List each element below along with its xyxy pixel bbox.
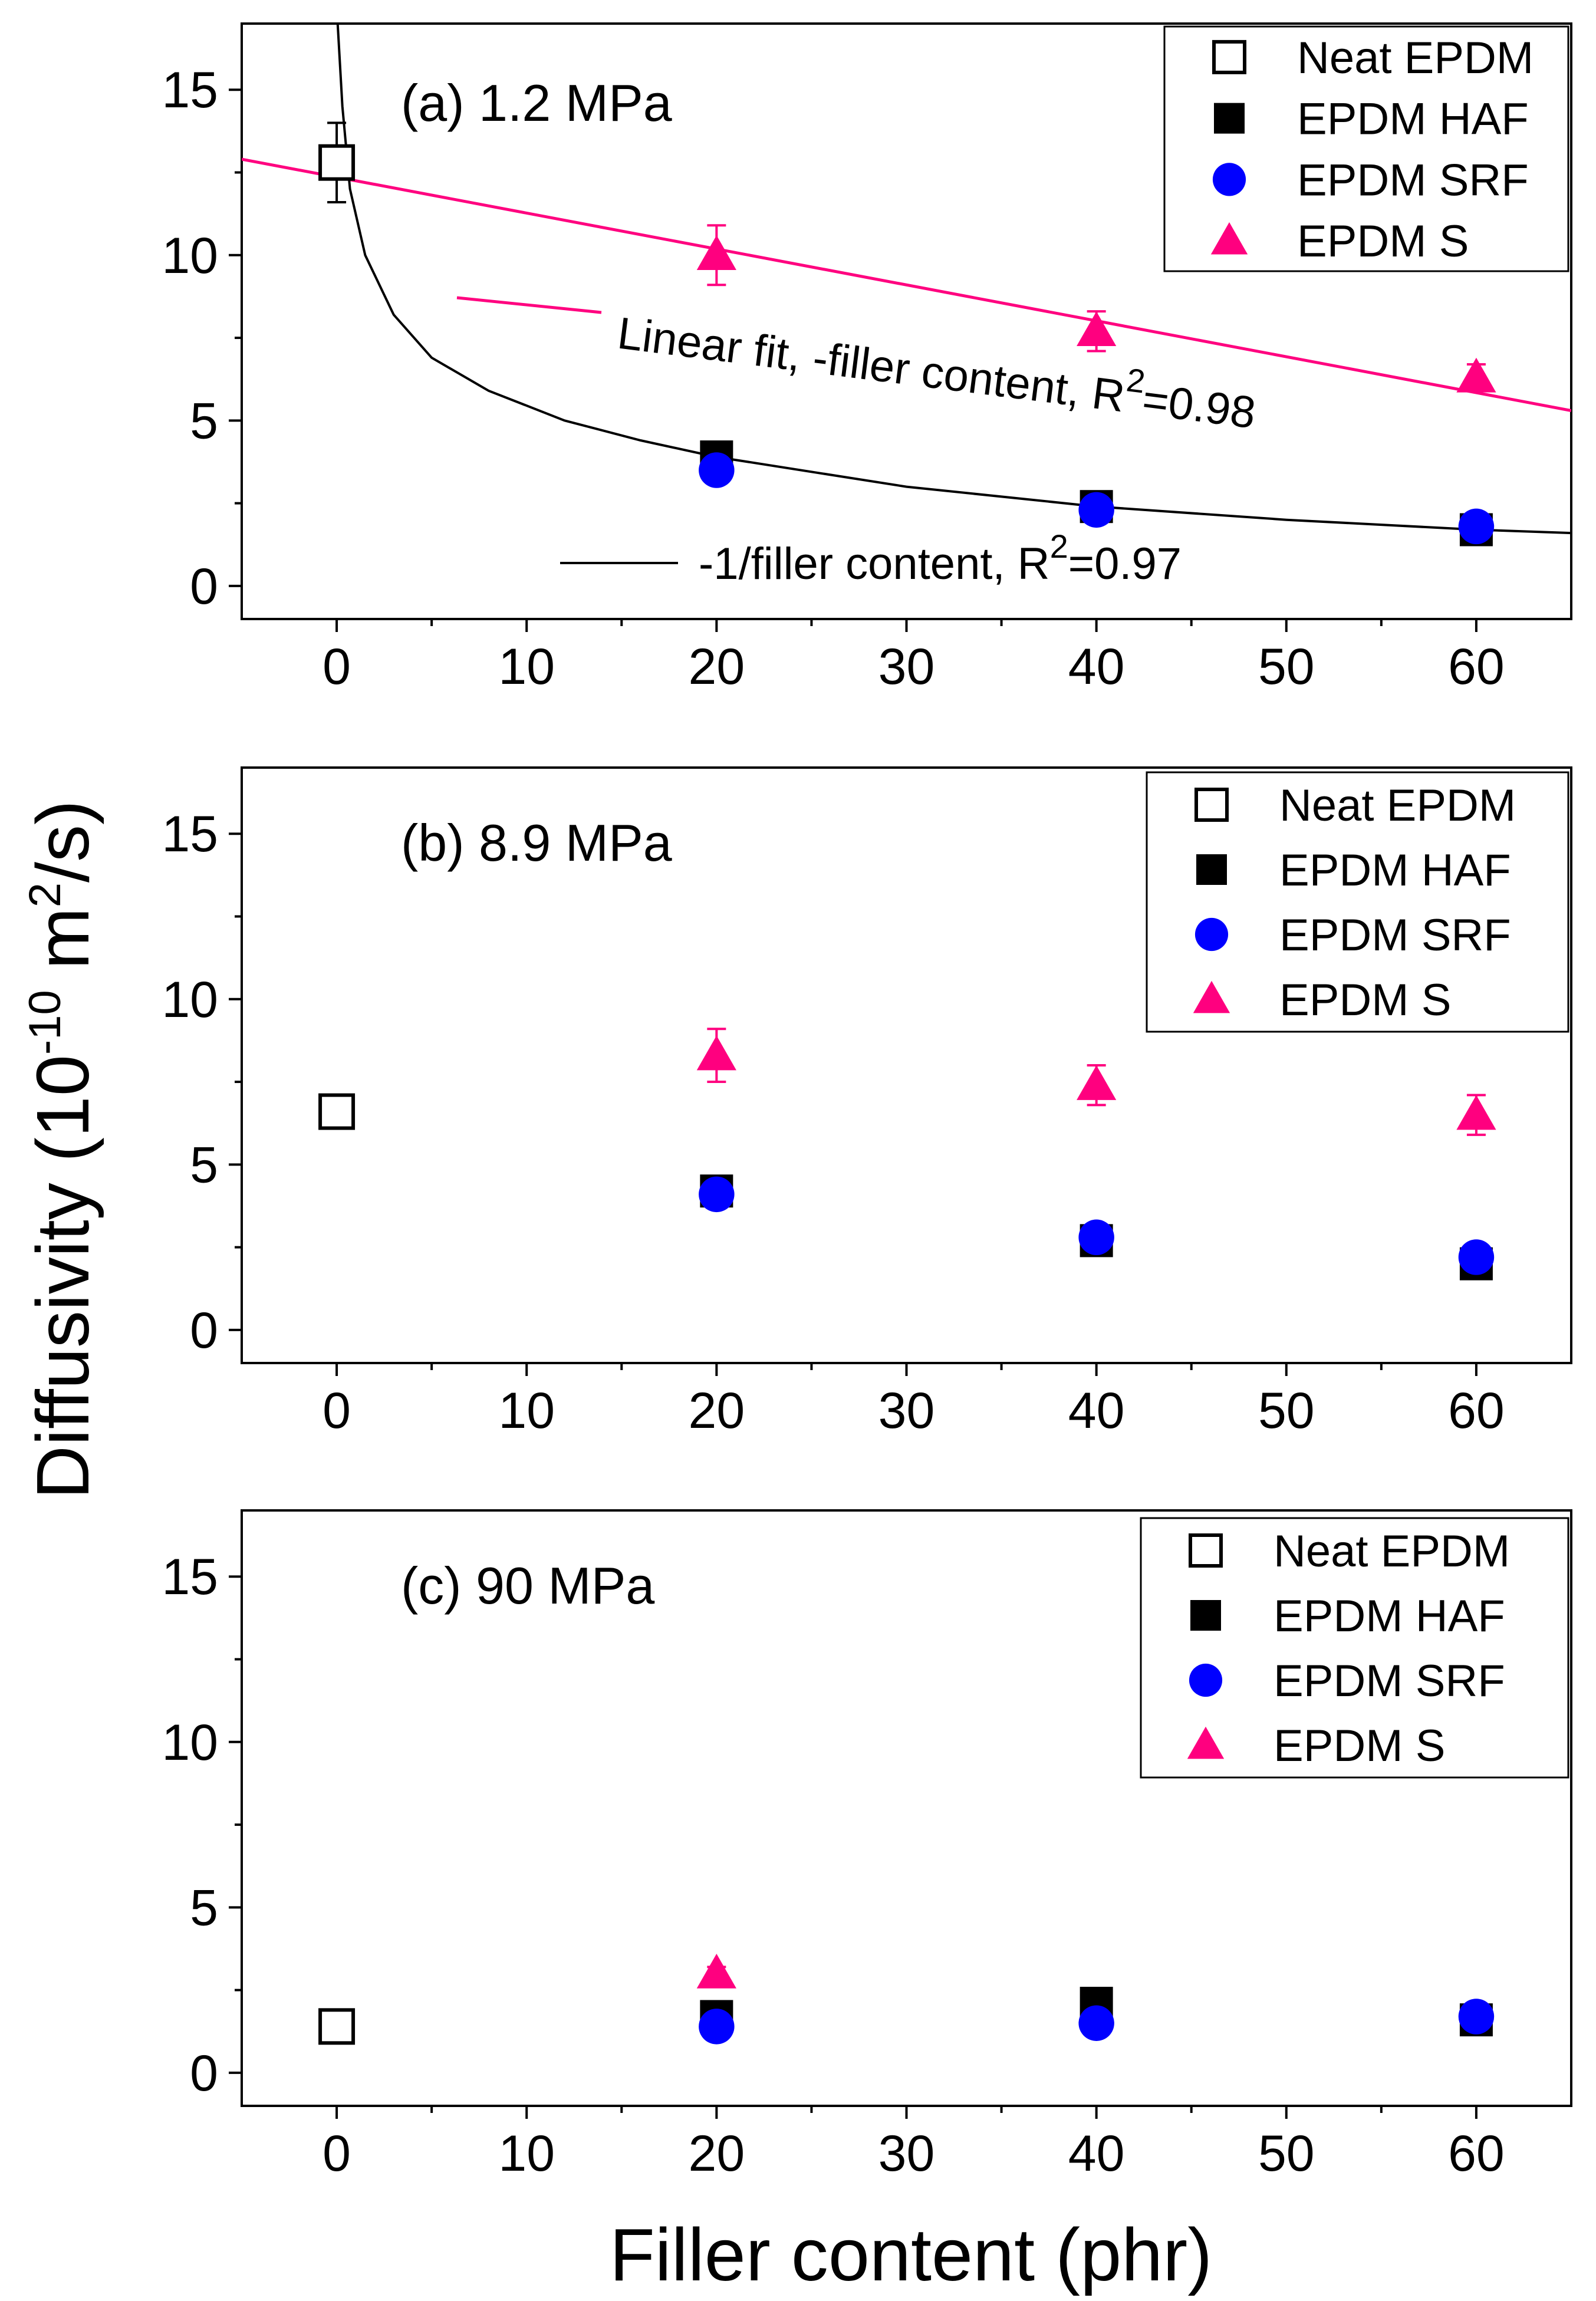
data-point-neat-epdm	[318, 1093, 356, 1130]
reciprocal-fit-label: -1/filler content, R2=0.97	[699, 528, 1182, 589]
y-tick-label: 10	[162, 972, 218, 1028]
x-tick-label: 30	[878, 2125, 935, 2182]
legend-marker	[1196, 854, 1227, 885]
legend-marker	[1194, 788, 1229, 822]
data-point-epdm-srf	[1078, 2005, 1114, 2041]
x-tick-label: 30	[878, 1382, 935, 1439]
x-tick-label: 50	[1258, 2125, 1315, 2182]
legend-label: EPDM HAF	[1279, 845, 1511, 896]
x-tick-label: 50	[1258, 1382, 1315, 1439]
x-tick-label: 60	[1448, 638, 1505, 695]
reciprocal-fit-curve	[336, 24, 1571, 535]
y-tick-label: 5	[190, 1137, 218, 1193]
panel-title: (a) 1.2 MPa	[401, 74, 672, 132]
x-tick-label: 20	[689, 638, 745, 695]
data-point-epdm-srf	[699, 2009, 735, 2045]
data-point-epdm-s	[696, 1953, 736, 1989]
y-tick-label: 0	[190, 558, 218, 615]
data-point-epdm-srf	[699, 1176, 735, 1213]
x-tick-label: 0	[323, 638, 351, 695]
legend-label: EPDM S	[1279, 975, 1451, 1025]
panel-title: (c) 90 MPa	[401, 1556, 654, 1615]
data-point-epdm-s	[696, 235, 736, 270]
x-axis-title: Filler content (phr)	[610, 2213, 1212, 2296]
legend-marker	[1212, 39, 1246, 74]
data-point-epdm-srf	[1458, 1239, 1495, 1275]
y-tick-label: 0	[190, 1302, 218, 1359]
x-tick-label: 40	[1068, 2125, 1125, 2182]
y-tick-label: 0	[190, 2045, 218, 2102]
data-point-epdm-srf	[1458, 508, 1495, 545]
data-point-epdm-srf	[1458, 1999, 1495, 2035]
x-tick-label: 20	[689, 1382, 745, 1439]
legend-label: EPDM SRF	[1297, 155, 1529, 205]
x-tick-label: 40	[1068, 638, 1125, 695]
legend-label: EPDM HAF	[1297, 94, 1529, 144]
data-point-epdm-s	[1077, 311, 1117, 347]
x-tick-label: 60	[1448, 2125, 1505, 2182]
x-tick-label: 10	[498, 1382, 555, 1439]
linear-fit-line	[242, 157, 1571, 412]
chart-panel-2: 0 10 20 30 40 50 60 0 5 10 15 (b) 8.9 MPa Neat EPDM E…	[162, 766, 1572, 1439]
linear-fit-legend-line	[456, 296, 602, 314]
plot-area	[318, 1028, 1496, 1280]
legend: Neat EPDM EPDM HAF EPDM SRF EPDM S	[1163, 25, 1569, 272]
data-point-neat-epdm	[318, 2008, 356, 2045]
x-tick-label: 30	[878, 638, 935, 695]
y-tick-label: 10	[162, 1714, 218, 1771]
x-tick-label: 40	[1068, 1382, 1125, 1439]
y-tick-label: 15	[162, 1549, 218, 1605]
data-point-epdm-srf	[1078, 492, 1114, 528]
x-tick-label: 60	[1448, 1382, 1505, 1439]
y-tick-label: 15	[162, 62, 218, 118]
y-tick-label: 10	[162, 228, 218, 284]
legend-marker	[1194, 917, 1229, 952]
legend-label: EPDM SRF	[1279, 910, 1511, 960]
x-tick-label: 0	[323, 1382, 351, 1439]
x-tick-label: 10	[498, 2125, 555, 2182]
plot-area	[318, 1953, 1495, 2045]
legend-label: Neat EPDM	[1273, 1526, 1510, 1576]
data-point-epdm-s	[1456, 1095, 1496, 1130]
data-point-epdm-s	[696, 1035, 736, 1071]
plot-area	[242, 24, 1571, 547]
data-point-epdm-s	[1077, 1065, 1117, 1100]
x-tick-label: 0	[323, 2125, 351, 2182]
data-point-neat-epdm	[318, 144, 356, 181]
panel-title: (b) 8.9 MPa	[401, 814, 672, 872]
data-point-epdm-srf	[699, 452, 735, 488]
legend-label: EPDM S	[1273, 1721, 1445, 1771]
legend-marker	[1214, 103, 1245, 134]
x-tick-label: 50	[1258, 638, 1315, 695]
y-tick-label: 5	[190, 393, 218, 449]
legend-box	[1146, 771, 1569, 1033]
x-tick-label: 10	[498, 638, 555, 695]
legend-label: EPDM S	[1297, 216, 1469, 266]
legend-marker	[1190, 1600, 1221, 1631]
y-tick-label: 15	[162, 806, 218, 863]
legend: Neat EPDM EPDM HAF EPDM SRF EPDM S	[1146, 771, 1569, 1033]
legend-marker	[1189, 1663, 1223, 1697]
y-tick-label: 5	[190, 1879, 218, 1936]
legend-marker	[1187, 1726, 1225, 1759]
x-tick-label: 20	[689, 2125, 745, 2182]
legend: Neat EPDM EPDM HAF EPDM SRF EPDM S	[1140, 1517, 1569, 1779]
legend-label: EPDM HAF	[1273, 1591, 1505, 1641]
legend-marker	[1193, 980, 1230, 1013]
y-axis-title: Diffusivity (10-10 m2/s)	[20, 800, 104, 1499]
legend-marker	[1210, 222, 1248, 255]
legend-label: Neat EPDM	[1297, 33, 1534, 83]
data-point-epdm-s	[1456, 357, 1496, 393]
legend-label: EPDM SRF	[1273, 1656, 1505, 1706]
data-point-epdm-srf	[1078, 1219, 1114, 1256]
legend-marker	[1212, 163, 1246, 196]
legend-label: Neat EPDM	[1279, 781, 1516, 831]
chart-panel-3: 0 10 20 30 40 50 60 0 5 10 15 (c) 90 MPa Neat EPDM EP…	[162, 1509, 1572, 2182]
legend-marker	[1189, 1533, 1223, 1568]
